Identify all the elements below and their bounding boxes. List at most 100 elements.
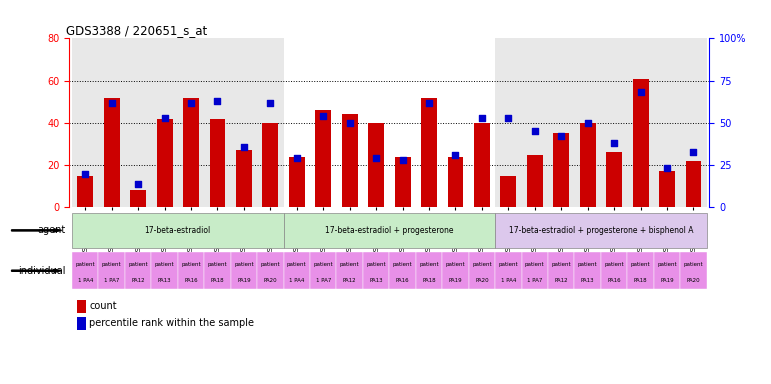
- FancyBboxPatch shape: [72, 213, 284, 248]
- Text: PA13: PA13: [369, 278, 383, 283]
- Text: 1 PA4: 1 PA4: [289, 278, 305, 283]
- Text: 17-beta-estradiol + progesterone + bisphenol A: 17-beta-estradiol + progesterone + bisph…: [509, 226, 693, 235]
- Bar: [633, 79, 648, 207]
- Text: GDS3388 / 220651_s_at: GDS3388 / 220651_s_at: [66, 24, 207, 37]
- FancyBboxPatch shape: [72, 252, 99, 289]
- Bar: [236, 150, 252, 207]
- Point: [185, 99, 197, 106]
- Point: [449, 152, 462, 158]
- Bar: [157, 119, 173, 207]
- FancyBboxPatch shape: [680, 252, 707, 289]
- Text: 1 PA7: 1 PA7: [315, 278, 331, 283]
- Bar: [527, 154, 543, 207]
- Bar: [210, 119, 225, 207]
- Text: patient: patient: [128, 262, 148, 268]
- FancyBboxPatch shape: [443, 252, 469, 289]
- Text: count: count: [89, 301, 117, 311]
- Point: [370, 155, 382, 161]
- Bar: [554, 134, 569, 207]
- Text: patient: patient: [234, 262, 254, 268]
- Text: 1 PA4: 1 PA4: [78, 278, 93, 283]
- Text: PA12: PA12: [131, 278, 145, 283]
- Bar: [130, 190, 146, 207]
- Text: PA18: PA18: [634, 278, 648, 283]
- Text: 17-beta-estradiol + progesterone: 17-beta-estradiol + progesterone: [325, 226, 453, 235]
- Point: [106, 99, 118, 106]
- FancyBboxPatch shape: [125, 252, 151, 289]
- Text: PA20: PA20: [475, 278, 489, 283]
- Point: [608, 140, 621, 146]
- Text: PA13: PA13: [581, 278, 594, 283]
- Point: [132, 180, 144, 187]
- FancyBboxPatch shape: [469, 252, 495, 289]
- Bar: [183, 98, 199, 207]
- Point: [661, 166, 673, 172]
- Text: PA19: PA19: [660, 278, 674, 283]
- Point: [555, 133, 567, 139]
- FancyBboxPatch shape: [654, 252, 680, 289]
- Text: patient: patient: [499, 262, 518, 268]
- Text: patient: patient: [366, 262, 386, 268]
- Text: 17-beta-estradiol: 17-beta-estradiol: [145, 226, 211, 235]
- Text: 1 PA7: 1 PA7: [104, 278, 120, 283]
- FancyBboxPatch shape: [258, 252, 284, 289]
- FancyBboxPatch shape: [151, 252, 178, 289]
- Bar: [369, 123, 384, 207]
- FancyBboxPatch shape: [495, 252, 521, 289]
- Bar: [447, 157, 463, 207]
- Bar: [284, 38, 495, 207]
- Text: PA19: PA19: [449, 278, 463, 283]
- Text: PA12: PA12: [343, 278, 356, 283]
- FancyBboxPatch shape: [99, 252, 125, 289]
- Text: patient: patient: [551, 262, 571, 268]
- Point: [476, 115, 488, 121]
- Text: PA13: PA13: [158, 278, 171, 283]
- Bar: [580, 123, 596, 207]
- Point: [344, 120, 356, 126]
- Text: patient: patient: [525, 262, 544, 268]
- Text: patient: patient: [446, 262, 465, 268]
- Point: [158, 115, 170, 121]
- Text: PA18: PA18: [210, 278, 224, 283]
- FancyBboxPatch shape: [495, 213, 707, 248]
- Point: [264, 99, 277, 106]
- Text: 1 PA7: 1 PA7: [527, 278, 543, 283]
- Point: [581, 120, 594, 126]
- Text: agent: agent: [37, 225, 66, 235]
- Point: [211, 98, 224, 104]
- Text: percentile rank within the sample: percentile rank within the sample: [89, 318, 254, 328]
- Bar: [500, 176, 517, 207]
- Text: PA12: PA12: [554, 278, 568, 283]
- Text: PA20: PA20: [264, 278, 277, 283]
- Text: patient: patient: [76, 262, 95, 268]
- FancyBboxPatch shape: [363, 252, 389, 289]
- FancyBboxPatch shape: [284, 252, 310, 289]
- Point: [687, 149, 699, 155]
- Bar: [342, 114, 358, 207]
- Text: patient: patient: [155, 262, 174, 268]
- Bar: [395, 157, 410, 207]
- Bar: [77, 176, 93, 207]
- Bar: [72, 38, 284, 207]
- Text: patient: patient: [631, 262, 651, 268]
- FancyBboxPatch shape: [521, 252, 548, 289]
- Bar: [659, 171, 675, 207]
- Text: PA16: PA16: [184, 278, 198, 283]
- FancyBboxPatch shape: [628, 252, 654, 289]
- Text: patient: patient: [684, 262, 703, 268]
- Point: [237, 144, 250, 150]
- Text: patient: patient: [604, 262, 624, 268]
- Text: patient: patient: [207, 262, 227, 268]
- Bar: [606, 152, 622, 207]
- FancyBboxPatch shape: [548, 252, 574, 289]
- Point: [423, 99, 435, 106]
- Text: PA16: PA16: [608, 278, 621, 283]
- Point: [529, 128, 541, 134]
- Text: patient: patient: [102, 262, 122, 268]
- Bar: [685, 161, 702, 207]
- Text: PA16: PA16: [396, 278, 409, 283]
- Text: patient: patient: [287, 262, 307, 268]
- Text: patient: patient: [472, 262, 492, 268]
- FancyBboxPatch shape: [310, 252, 336, 289]
- FancyBboxPatch shape: [336, 252, 363, 289]
